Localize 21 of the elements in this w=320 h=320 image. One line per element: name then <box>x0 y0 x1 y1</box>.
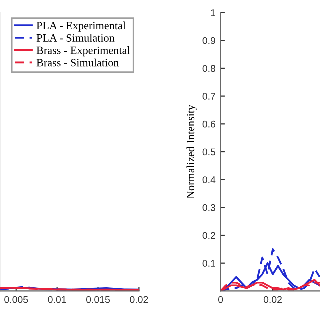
x-tick-label: 0 <box>218 296 224 304</box>
x-tick-label: 0.005 <box>4 296 28 304</box>
x-tick-label: 0.015 <box>86 296 110 304</box>
legend-label: PLA - Simulation <box>36 34 115 42</box>
legend-label: PLA - Experimental <box>36 22 126 32</box>
y-tick-label: 1 <box>211 10 216 16</box>
y-tick-label: 0.4 <box>202 176 216 184</box>
legend-label: Brass - Experimental <box>36 46 130 57</box>
x-tick-label: 0.02 <box>264 296 282 304</box>
y-axis-title: Normalized Intensity <box>186 104 197 199</box>
y-tick-label: 0.6 <box>202 120 216 128</box>
y-tick-label: 0.8 <box>202 65 216 72</box>
y-tick-label: 0.2 <box>202 232 216 240</box>
y-tick-label: 0.5 <box>202 148 216 156</box>
legend-label: Brass - Simulation <box>36 58 120 67</box>
x-tick-label: 0.02 <box>130 296 148 304</box>
y-tick-label: 0.1 <box>202 260 216 267</box>
x-tick-label: 0.01 <box>48 296 66 304</box>
y-tick-label: 0.3 <box>202 204 216 212</box>
y-tick-label: 0.7 <box>202 93 216 100</box>
y-tick-label: 0.9 <box>202 37 216 44</box>
